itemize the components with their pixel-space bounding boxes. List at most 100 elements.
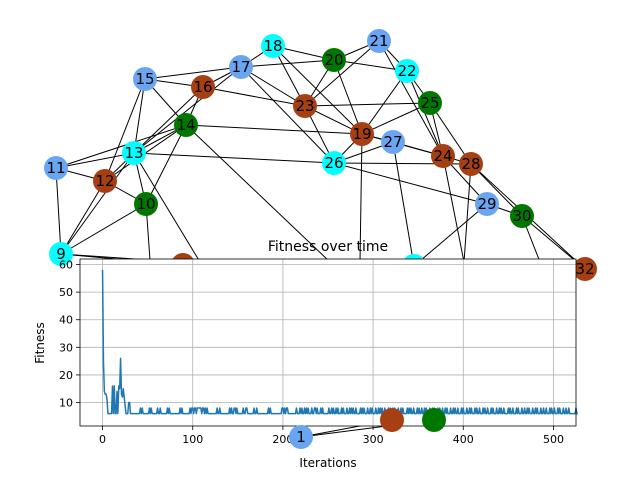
graph-node-label: 29: [477, 195, 496, 213]
graph-node: [380, 408, 404, 432]
graph-edge: [144, 66, 242, 80]
graph-node-circle: [289, 425, 313, 449]
graph-node-label: 24: [433, 147, 452, 165]
graph-node: 1: [289, 425, 313, 449]
y-tick-label: 60: [59, 259, 73, 272]
graph-node: 11: [44, 156, 68, 180]
x-axis-label: Iterations: [299, 456, 356, 470]
y-tick-label: 50: [59, 286, 73, 299]
graph-edge: [133, 152, 201, 263]
graph-edge: [272, 45, 363, 135]
graph-edge: [133, 78, 146, 154]
graph-edge: [442, 155, 465, 263]
graph-node-label: 28: [461, 155, 480, 173]
graph-nodes: 9 10 11 12 13 14 15 16 17 18 19 20 21 22 23 24 25 26 27 28 2…: [44, 29, 597, 281]
graph-node-circle: [293, 94, 317, 118]
graph-node: 15: [133, 67, 157, 91]
graph-node-circle: [367, 29, 391, 53]
chart-ticks: 0 100 200 300 400 500 10 20 30 40 50 60: [59, 259, 564, 446]
graph-edge: [133, 66, 242, 154]
graph-edge: [429, 102, 472, 165]
graph-edges: [55, 40, 586, 438]
graph-node-label: 16: [193, 78, 212, 96]
graph-edge: [240, 66, 335, 164]
graph-node-label: 12: [95, 172, 114, 190]
graph-edge: [60, 152, 135, 255]
graph-node-label: 1: [296, 428, 306, 446]
graph-node-label: 32: [575, 260, 594, 278]
graph-node: 9: [49, 242, 73, 266]
graph-node-label: 9: [56, 245, 66, 263]
graph-edge: [304, 102, 431, 107]
graph-edge: [378, 40, 444, 157]
graph-node-label: 14: [176, 116, 195, 134]
graph-edge: [60, 180, 106, 255]
graph-edge: [55, 152, 135, 169]
graph-node-label: 20: [324, 51, 343, 69]
graph-node-circle: [229, 55, 253, 79]
graph-node-circle: [395, 59, 419, 83]
graph-node: 29: [475, 192, 499, 216]
graph-node-circle: [381, 130, 405, 154]
x-tick-label: 100: [182, 433, 203, 446]
graph-edge: [145, 124, 187, 205]
graph-node-circle: [380, 408, 404, 432]
graph-node: 17: [229, 55, 253, 79]
graph-node-circle: [174, 113, 198, 137]
graph-node-label: 13: [124, 144, 143, 162]
graph-node-circle: [322, 151, 346, 175]
graph-node: 20: [322, 48, 346, 72]
chart-series: [101, 270, 578, 415]
graph-node-label: 25: [420, 94, 439, 112]
x-tick-label: 0: [99, 433, 106, 446]
network-graph: 9 10 11 12 13 14 15 16 17 18 19 20 21 22 23 24 25 26 27 28 2…: [44, 29, 597, 438]
graph-edge: [463, 163, 472, 263]
graph-overlay-nodes: 1: [289, 408, 446, 449]
graph-node-label: 18: [263, 37, 282, 55]
graph-node-label: 27: [383, 133, 402, 151]
graph-node-label: 23: [295, 97, 314, 115]
graph-node-circle: [44, 156, 68, 180]
graph-node-circle: [191, 75, 215, 99]
graph-edge: [333, 162, 488, 205]
graph-edge: [304, 40, 380, 107]
graph-node-circle: [322, 48, 346, 72]
graph-node-label: 30: [512, 207, 531, 225]
graph-edge: [55, 167, 62, 255]
graph-node-label: 15: [135, 70, 154, 88]
graph-node: 28: [459, 152, 483, 176]
graph-node: 19: [350, 122, 374, 146]
graph-edge: [240, 59, 335, 68]
graph-node-label: 21: [369, 32, 388, 50]
graph-node-circle: [133, 67, 157, 91]
graph-node-circle: [49, 242, 73, 266]
graph-node: 13: [122, 141, 146, 165]
graph-node-label: 19: [352, 125, 371, 143]
graph-edge: [361, 70, 408, 135]
graph-node: 32: [573, 257, 597, 281]
graph-node: 23: [293, 94, 317, 118]
x-tick-label: 300: [363, 433, 384, 446]
graph-node: 25: [418, 91, 442, 115]
y-axis-label: Fitness: [33, 322, 47, 364]
graph-node-circle: [422, 408, 446, 432]
graph-node-circle: [122, 141, 146, 165]
graph-node-circle: [510, 204, 534, 228]
graph-node: 26: [322, 151, 346, 175]
fitness-line: [101, 270, 578, 415]
graph-node-circle: [350, 122, 374, 146]
graph-edge: [361, 102, 431, 135]
graph-node-label: 22: [397, 62, 416, 80]
graph-edge: [202, 86, 306, 107]
plot-area: [80, 259, 576, 426]
graph-edge: [60, 203, 147, 255]
x-tick-label: 400: [453, 433, 474, 446]
graph-node-circle: [418, 91, 442, 115]
graph-node-circle: [475, 192, 499, 216]
graph-node: 12: [93, 169, 117, 193]
graph-node: 14: [174, 113, 198, 137]
graph-node-label: 17: [231, 58, 250, 76]
graph-node-label: 11: [46, 159, 65, 177]
plot-frame: [79, 258, 577, 427]
graph-edge: [392, 141, 415, 267]
